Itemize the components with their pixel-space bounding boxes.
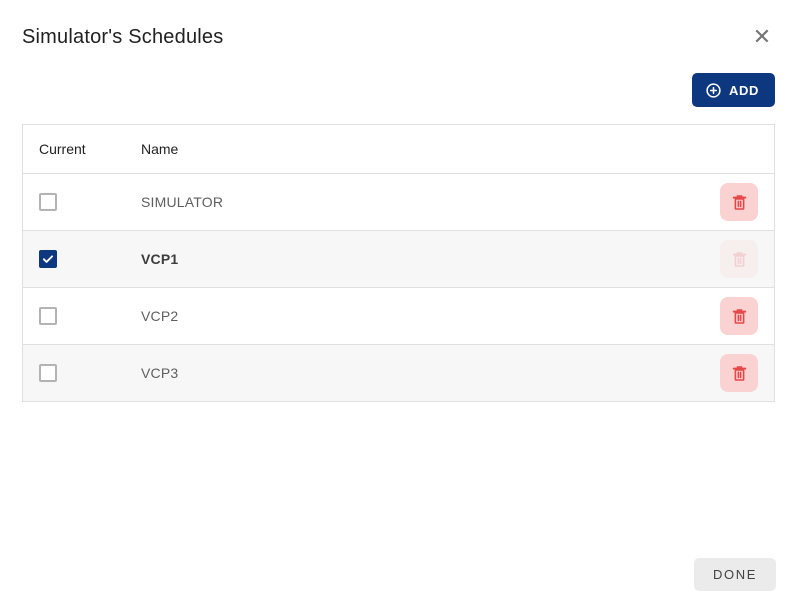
current-checkbox[interactable] bbox=[39, 364, 57, 382]
schedules-table: Current Name SIMULATOR bbox=[22, 124, 775, 402]
add-button-label: ADD bbox=[729, 82, 759, 98]
schedule-name: VCP3 bbox=[141, 365, 179, 381]
check-icon bbox=[42, 255, 54, 263]
page-title: Simulator's Schedules bbox=[22, 26, 224, 48]
table-header-row: Current Name bbox=[23, 125, 774, 173]
schedule-name: VCP1 bbox=[141, 251, 179, 267]
trash-icon bbox=[732, 365, 746, 381]
current-checkbox[interactable] bbox=[39, 193, 57, 211]
done-button[interactable]: DONE bbox=[694, 558, 776, 591]
table-row: SIMULATOR bbox=[23, 173, 774, 230]
current-cell bbox=[39, 193, 141, 211]
trash-icon bbox=[732, 194, 746, 210]
schedule-name: VCP2 bbox=[141, 308, 179, 324]
actions-cell bbox=[720, 354, 774, 392]
current-cell bbox=[39, 307, 141, 325]
trash-icon bbox=[732, 308, 746, 324]
current-cell bbox=[39, 364, 141, 382]
delete-button[interactable] bbox=[720, 297, 758, 335]
actions-cell bbox=[720, 183, 774, 221]
delete-button[interactable] bbox=[720, 354, 758, 392]
actions-cell bbox=[720, 297, 774, 335]
current-checkbox[interactable] bbox=[39, 250, 57, 268]
actions-cell bbox=[720, 240, 774, 278]
close-button[interactable]: ✕ bbox=[750, 25, 774, 49]
current-checkbox[interactable] bbox=[39, 307, 57, 325]
delete-button[interactable] bbox=[720, 183, 758, 221]
table-row: VCP2 bbox=[23, 287, 774, 344]
table-row: VCP1 bbox=[23, 230, 774, 287]
dialog-header: Simulator's Schedules ✕ bbox=[0, 0, 798, 49]
plus-circle-icon bbox=[705, 82, 722, 99]
close-icon: ✕ bbox=[752, 24, 772, 49]
table-row: VCP3 bbox=[23, 344, 774, 401]
delete-button[interactable] bbox=[720, 240, 758, 278]
column-header-current: Current bbox=[39, 141, 86, 157]
current-cell bbox=[39, 250, 141, 268]
add-button[interactable]: ADD bbox=[692, 73, 775, 107]
schedule-name: SIMULATOR bbox=[141, 194, 224, 210]
trash-icon bbox=[732, 251, 746, 267]
column-header-name: Name bbox=[141, 141, 179, 157]
toolbar: ADD bbox=[0, 49, 798, 124]
